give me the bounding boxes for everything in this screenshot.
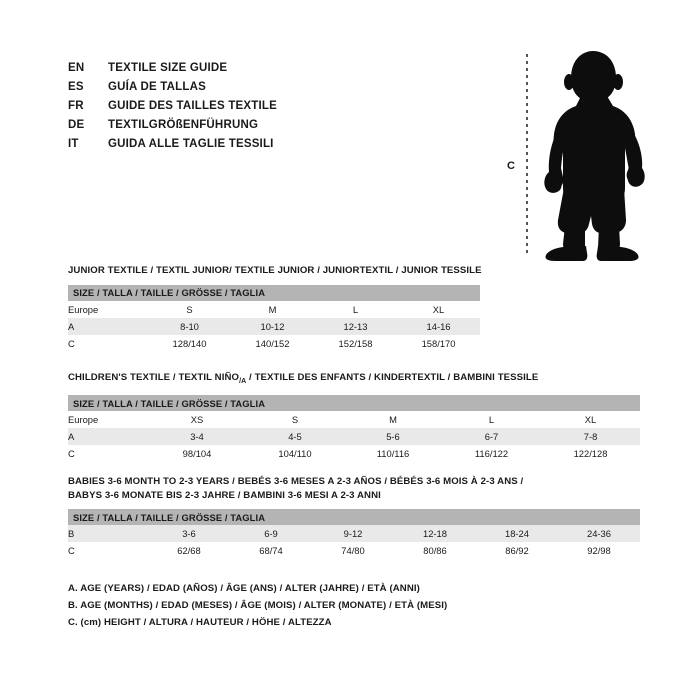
junior-row-europe-label: Europe xyxy=(68,300,148,318)
junior-row-c: C 128/140 140/152 152/158 158/170 xyxy=(68,334,481,352)
children-row-europe-cell-2: M xyxy=(344,411,442,429)
height-illustration: C xyxy=(495,40,655,270)
children-row-europe-label: Europe xyxy=(68,411,148,429)
language-code-it: IT xyxy=(68,138,79,150)
section-babies-textile: BABIES 3-6 MONTH TO 2-3 YEARS / BEBÉS 3-… xyxy=(68,475,640,559)
babies-row-b-cell-5: 24-36 xyxy=(558,525,640,542)
section-children-title: CHILDREN'S TEXTILE / TEXTIL NIÑO/A / TEX… xyxy=(68,371,640,388)
junior-row-europe-cell-2: L xyxy=(314,300,397,318)
section-children-title-pre: CHILDREN'S TEXTILE / TEXTIL NIÑO xyxy=(68,372,240,383)
children-row-a-cell-1: 4-5 xyxy=(246,428,344,446)
children-header-label: SIZE / TALLA / TAILLE / GRÖSSE / TAGLIA xyxy=(68,395,641,412)
babies-header-label: SIZE / TALLA / TAILLE / GRÖSSE / TAGLIA xyxy=(68,509,640,525)
language-title-it: GUIDA ALLE TAGLIE TESSILI xyxy=(108,138,274,150)
children-row-c-cell-4: 122/128 xyxy=(541,445,641,463)
children-row-europe-cell-4: XL xyxy=(541,411,641,429)
language-code-en: EN xyxy=(68,62,85,74)
junior-row-a-cell-2: 12-13 xyxy=(314,317,397,335)
language-code-es: ES xyxy=(68,81,84,93)
children-table-header-row: SIZE / TALLA / TAILLE / GRÖSSE / TAGLIA xyxy=(68,395,641,412)
babies-row-c-cell-5: 92/98 xyxy=(558,542,640,559)
children-row-a-cell-3: 6-7 xyxy=(442,428,541,446)
language-row-es: ES GUÍA DE TALLAS xyxy=(68,81,277,100)
section-junior-textile: JUNIOR TEXTILE / TEXTIL JUNIOR/ TEXTILE … xyxy=(68,264,482,352)
children-row-c-cell-2: 110/116 xyxy=(344,445,442,463)
junior-row-c-cell-3: 158/170 xyxy=(397,334,481,352)
legend-line-b: B. AGE (MONTHS) / EDAD (MESES) / ÂGE (MO… xyxy=(68,600,448,611)
legend-line-c: C. (cm) HEIGHT / ALTURA / HAUTEUR / HÖHE… xyxy=(68,617,332,628)
section-children-title-post: / TEXTILE DES ENFANTS / KINDERTEXTIL / B… xyxy=(246,372,539,383)
junior-row-a-cell-0: 8-10 xyxy=(148,317,231,335)
babies-row-c: C 62/68 68/74 74/80 80/86 86/92 92/98 xyxy=(68,542,640,559)
language-code-fr: FR xyxy=(68,100,84,112)
legend-line-a: A. AGE (YEARS) / EDAD (AÑOS) / ÂGE (ANS)… xyxy=(68,583,420,594)
junior-row-c-cell-2: 152/158 xyxy=(314,334,397,352)
language-code-de: DE xyxy=(68,119,85,131)
toddler-silhouette-icon xyxy=(544,51,645,261)
babies-row-b-cell-2: 9-12 xyxy=(312,525,394,542)
children-row-europe-cell-1: S xyxy=(246,411,344,429)
babies-row-c-cell-1: 68/74 xyxy=(230,542,312,559)
babies-row-c-cell-4: 86/92 xyxy=(476,542,558,559)
junior-row-c-label: C xyxy=(68,334,148,352)
babies-table-header-row: SIZE / TALLA / TAILLE / GRÖSSE / TAGLIA xyxy=(68,509,640,525)
language-title-es: GUÍA DE TALLAS xyxy=(108,81,206,93)
legend-block: A. AGE (YEARS) / EDAD (AÑOS) / ÂGE (ANS)… xyxy=(68,580,447,631)
section-children-textile: CHILDREN'S TEXTILE / TEXTIL NIÑO/A / TEX… xyxy=(68,371,641,463)
language-row-it: IT GUIDA ALLE TAGLIE TESSILI xyxy=(68,138,277,157)
babies-row-b-cell-1: 6-9 xyxy=(230,525,312,542)
babies-row-b-cell-3: 12-18 xyxy=(394,525,476,542)
babies-row-b-label: B xyxy=(68,525,148,542)
babies-row-c-cell-2: 74/80 xyxy=(312,542,394,559)
language-row-en: EN TEXTILE SIZE GUIDE xyxy=(68,62,277,81)
children-row-europe: Europe XS S M L XL xyxy=(68,411,641,429)
children-row-c-label: C xyxy=(68,445,148,463)
babies-row-c-cell-3: 80/86 xyxy=(394,542,476,559)
junior-row-europe-cell-1: M xyxy=(231,300,314,318)
language-header-block: EN TEXTILE SIZE GUIDE ES GUÍA DE TALLAS … xyxy=(68,62,277,157)
junior-row-a: A 8-10 10-12 12-13 14-16 xyxy=(68,317,481,335)
junior-row-c-cell-0: 128/140 xyxy=(148,334,231,352)
junior-row-a-cell-3: 14-16 xyxy=(397,317,481,335)
junior-row-europe-cell-3: XL xyxy=(397,300,481,318)
children-row-a-cell-2: 5-6 xyxy=(344,428,442,446)
section-junior-title: JUNIOR TEXTILE / TEXTIL JUNIOR/ TEXTILE … xyxy=(68,265,482,276)
language-title-en: TEXTILE SIZE GUIDE xyxy=(108,62,228,74)
children-row-c-cell-0: 98/104 xyxy=(148,445,246,463)
children-row-c-cell-1: 104/110 xyxy=(246,445,344,463)
language-title-fr: GUIDE DES TAILLES TEXTILE xyxy=(108,100,277,112)
babies-row-b-cell-0: 3-6 xyxy=(148,525,230,542)
children-row-europe-cell-3: L xyxy=(442,411,541,429)
children-row-europe-cell-0: XS xyxy=(148,411,246,429)
junior-row-a-label: A xyxy=(68,317,148,335)
children-row-a-cell-4: 7-8 xyxy=(541,428,641,446)
children-row-c: C 98/104 104/110 110/116 116/122 122/128 xyxy=(68,445,641,463)
babies-row-c-label: C xyxy=(68,542,148,559)
junior-row-europe-cell-0: S xyxy=(148,300,231,318)
children-row-a-label: A xyxy=(68,428,148,446)
junior-row-europe: Europe S M L XL xyxy=(68,300,481,318)
height-marker-label: C xyxy=(507,160,515,172)
junior-row-a-cell-1: 10-12 xyxy=(231,317,314,335)
junior-header-label: SIZE / TALLA / TAILLE / GRÖSSE / TAGLIA xyxy=(68,284,481,301)
children-row-a: A 3-4 4-5 5-6 6-7 7-8 xyxy=(68,428,641,446)
children-row-c-cell-3: 116/122 xyxy=(442,445,541,463)
language-row-de: DE TEXTILGRÖßENFÜHRUNG xyxy=(68,119,277,138)
junior-row-c-cell-1: 140/152 xyxy=(231,334,314,352)
babies-row-b-cell-4: 18-24 xyxy=(476,525,558,542)
height-dotted-line xyxy=(526,54,528,256)
section-babies-title-line2: BABYS 3-6 MONATE BIS 2-3 JAHRE / BAMBINI… xyxy=(68,489,381,501)
babies-row-b: B 3-6 6-9 9-12 12-18 18-24 24-36 xyxy=(68,525,640,542)
children-size-table: SIZE / TALLA / TAILLE / GRÖSSE / TAGLIA … xyxy=(68,395,641,463)
junior-table-header-row: SIZE / TALLA / TAILLE / GRÖSSE / TAGLIA xyxy=(68,284,481,301)
babies-size-table: SIZE / TALLA / TAILLE / GRÖSSE / TAGLIA … xyxy=(68,509,640,559)
language-row-fr: FR GUIDE DES TAILLES TEXTILE xyxy=(68,100,277,119)
section-babies-title-line1: BABIES 3-6 MONTH TO 2-3 YEARS / BEBÉS 3-… xyxy=(68,476,524,487)
babies-row-c-cell-0: 62/68 xyxy=(148,542,230,559)
language-title-de: TEXTILGRÖßENFÜHRUNG xyxy=(108,119,259,131)
section-children-title-sub: /A xyxy=(239,377,247,385)
children-row-a-cell-0: 3-4 xyxy=(148,428,246,446)
junior-size-table: SIZE / TALLA / TAILLE / GRÖSSE / TAGLIA … xyxy=(68,284,481,352)
